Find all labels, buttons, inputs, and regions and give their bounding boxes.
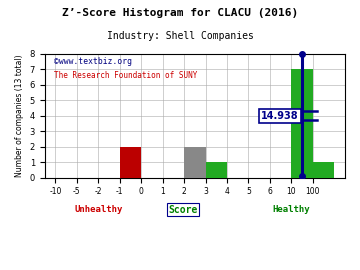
- Text: Industry: Shell Companies: Industry: Shell Companies: [107, 31, 253, 41]
- Text: ©www.textbiz.org: ©www.textbiz.org: [54, 57, 132, 66]
- Text: Score: Score: [168, 205, 198, 215]
- Y-axis label: Number of companies (13 total): Number of companies (13 total): [15, 54, 24, 177]
- Text: The Research Foundation of SUNY: The Research Foundation of SUNY: [54, 71, 197, 80]
- Bar: [120, 147, 141, 178]
- Text: Healthy: Healthy: [272, 205, 310, 214]
- Bar: [291, 69, 313, 178]
- Bar: [313, 162, 334, 178]
- Text: 14.938: 14.938: [261, 111, 299, 121]
- Text: Unhealthy: Unhealthy: [75, 205, 123, 214]
- Bar: [206, 162, 227, 178]
- Bar: [184, 147, 206, 178]
- Text: Z’-Score Histogram for CLACU (2016): Z’-Score Histogram for CLACU (2016): [62, 8, 298, 18]
